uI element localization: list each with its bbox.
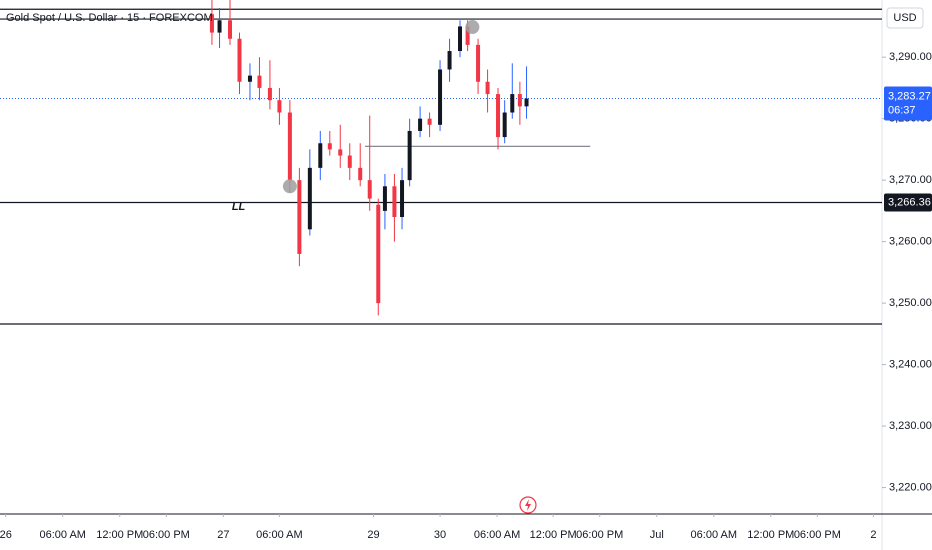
x-tick-label: 06:00 PM (143, 529, 190, 541)
candle-body (418, 118, 423, 131)
candle-body (237, 38, 242, 82)
candle-body (307, 167, 312, 230)
x-tick-label: 26 (0, 529, 12, 541)
candle-body (376, 204, 381, 304)
lightning-icon[interactable] (519, 496, 537, 514)
candle-body (367, 180, 372, 199)
countdown-label: 06:37 (888, 104, 916, 116)
pivot-marker (282, 179, 297, 194)
y-tick-label: 3,270.00 (889, 174, 932, 186)
currency-button[interactable] (886, 7, 924, 29)
x-tick-label: 12:00 PM (530, 529, 577, 541)
candle-body (347, 155, 352, 168)
icon-bolt (525, 499, 531, 511)
candle-body (392, 186, 397, 218)
candle-body (228, 20, 233, 39)
candle-body (209, 14, 214, 33)
candle-body (517, 94, 522, 107)
currency-label: USD (893, 12, 916, 24)
x-tick-label: 06:00 AM (39, 529, 85, 541)
candle-body (382, 186, 387, 211)
candle-body (247, 75, 252, 82)
candle-body (485, 81, 490, 95)
y-tick-label: 3,240.00 (889, 359, 932, 371)
candle-body (327, 143, 332, 150)
candle-body (400, 180, 405, 218)
x-tick-label: 06:00 AM (256, 529, 302, 541)
y-tick-label: 3,290.00 (889, 51, 932, 63)
plot-area: LLLH (0, 0, 882, 325)
x-tick-label: 06:00 AM (474, 529, 520, 541)
level-label: 3,266.36 (888, 196, 931, 208)
candle-body (318, 143, 323, 168)
candle-body (358, 167, 363, 181)
candle-body (427, 118, 432, 125)
candle-body (447, 51, 452, 70)
x-tick-label: 12:00 PM (96, 529, 143, 541)
x-tick-label: Jul (650, 529, 664, 541)
y-tick-label: 3,250.00 (889, 297, 932, 309)
candle-body (510, 94, 515, 113)
last-price-label: 3,283.27 (888, 90, 931, 102)
candle-body (297, 180, 302, 254)
level-label-box (884, 193, 932, 212)
annotation: LL (232, 201, 246, 213)
candle-body (407, 130, 412, 181)
candle-body (338, 149, 343, 156)
x-tick-label: 12:00 PM (747, 529, 794, 541)
candle-body (217, 20, 222, 33)
candle-body (496, 94, 501, 138)
x-tick-label: 06:00 AM (691, 529, 737, 541)
x-tick-label: 29 (367, 529, 379, 541)
chart-title: Gold Spot / U.S. Dollar · 15 · FOREXCOM (6, 12, 213, 24)
candle-body (267, 87, 272, 101)
candle-body (502, 112, 507, 138)
candle-body (476, 44, 481, 82)
x-tick-label: 06:00 PM (794, 529, 841, 541)
candle-body (287, 112, 292, 181)
y-tick-label: 3,220.00 (889, 481, 932, 493)
x-tick-label: 30 (434, 529, 446, 541)
candle-body (458, 26, 463, 52)
candle-body (438, 69, 443, 125)
candle-body (257, 75, 262, 88)
candle-body (524, 98, 529, 107)
y-tick-label: 3,230.00 (889, 420, 932, 432)
x-tick-label: 27 (217, 529, 229, 541)
candle-body (465, 26, 470, 45)
x-tick-label: 2 (870, 529, 876, 541)
pivot-marker (465, 20, 480, 35)
x-tick-label: 06:00 PM (576, 529, 623, 541)
last-price-box (884, 86, 932, 121)
y-tick-label: 3,260.00 (889, 236, 932, 248)
candle-body (277, 100, 282, 113)
